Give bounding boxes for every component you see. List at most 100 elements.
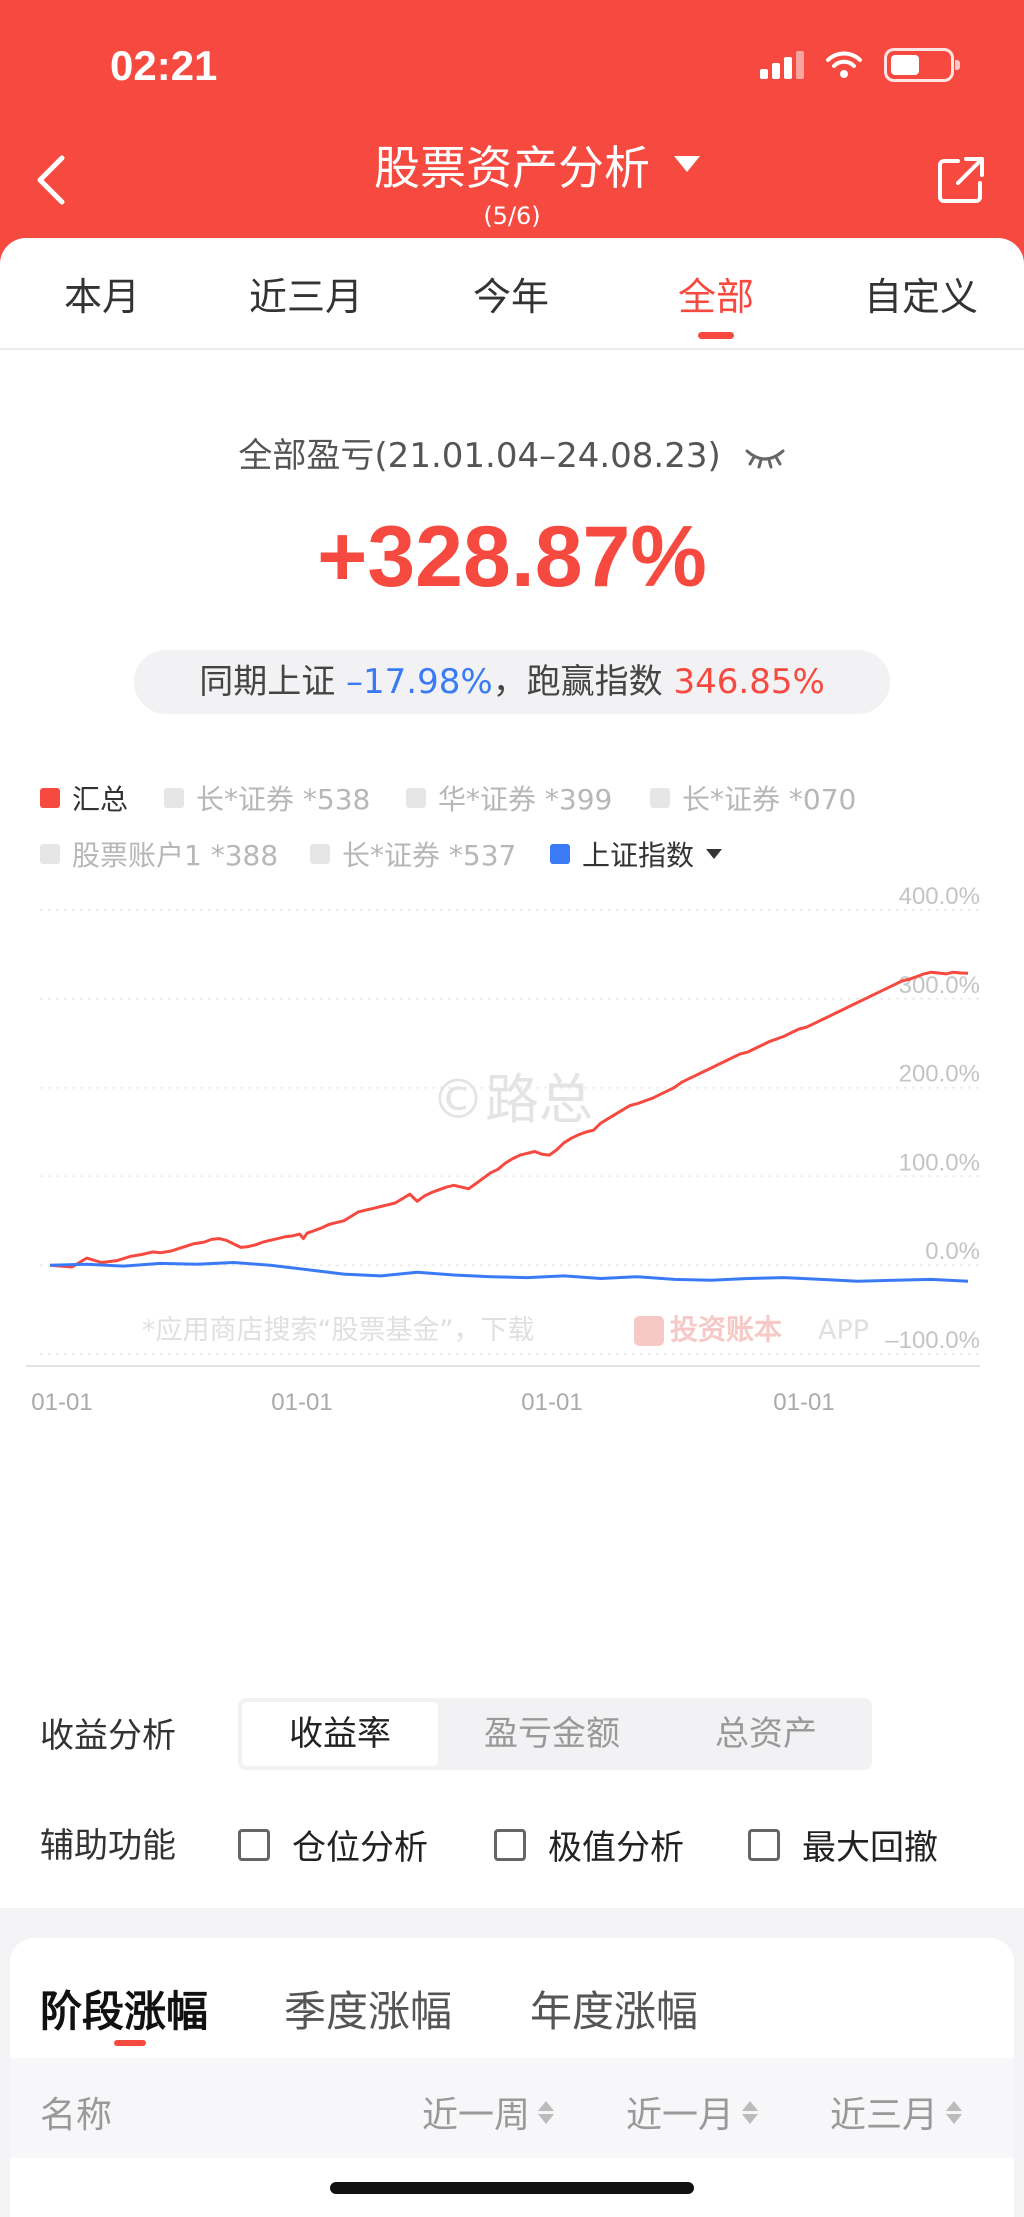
analysis-segmented-control: 收益率 盈亏金额 总资产 xyxy=(238,1698,872,1770)
active-tab-indicator xyxy=(698,332,734,339)
seg-return-rate[interactable]: 收益率 xyxy=(242,1702,438,1766)
checkbox-label: 仓位分析 xyxy=(292,1828,428,1868)
legend-label: 上证指数 xyxy=(582,839,695,872)
y-tick-label: 400.0% xyxy=(899,883,980,910)
back-icon[interactable] xyxy=(28,150,78,210)
column-name: 名称 xyxy=(40,2086,112,2138)
y-tick-label: –100.0% xyxy=(885,1327,980,1354)
hide-eye-icon[interactable] xyxy=(744,445,786,471)
tab-stage-gain[interactable]: 阶段涨幅 xyxy=(40,1987,209,2036)
analysis-label: 收益分析 xyxy=(40,1716,176,1756)
legend-swatch xyxy=(406,788,426,808)
sort-icon xyxy=(742,2100,759,2124)
tab-three-months[interactable]: 近三月 xyxy=(248,275,364,319)
seg-total-assets[interactable]: 总资产 xyxy=(715,1714,817,1754)
tab-custom[interactable]: 自定义 xyxy=(863,275,979,319)
legend-label: 华*证券 *399 xyxy=(438,783,613,816)
series-line xyxy=(49,1261,969,1283)
tab-this-month[interactable]: 本月 xyxy=(63,275,141,319)
chart-watermark: ©路总 xyxy=(431,1068,593,1131)
signal-icon xyxy=(760,51,804,79)
column-label: 名称 xyxy=(40,2095,113,2136)
y-tick-label: 0.0% xyxy=(925,1238,980,1265)
compare-prefix: 同期上证 xyxy=(199,662,336,702)
y-tick-label: 300.0% xyxy=(899,972,980,999)
period-label: 全部盈亏(21.01.04–24.08.23) xyxy=(238,436,721,476)
index-return: –17.98% xyxy=(346,662,493,702)
chart-footer-suffix: APP xyxy=(818,1315,869,1346)
extreme-analysis-checkbox[interactable]: 极值分析 xyxy=(494,1820,684,1869)
tab-this-year[interactable]: 今年 xyxy=(472,275,550,319)
x-tick-label: 01-01 xyxy=(521,1389,582,1416)
legend-item-account[interactable]: 长*证券 *538 xyxy=(164,778,370,818)
period-tabs: 本月 近三月 今年 全部 自定义 xyxy=(0,238,1024,350)
y-tick-label: 200.0% xyxy=(899,1061,980,1088)
legend-item-account[interactable]: 长*证券 *070 xyxy=(650,778,856,818)
legend-swatch xyxy=(650,788,670,808)
legend-item-total[interactable]: 汇总 xyxy=(40,778,128,818)
status-icons xyxy=(760,48,960,82)
sort-icon xyxy=(946,2100,963,2124)
position-analysis-checkbox[interactable]: 仓位分析 xyxy=(238,1820,428,1869)
total-return: +328.87% xyxy=(317,509,707,605)
legend-swatch xyxy=(310,844,330,864)
page-subtitle: (5/6) xyxy=(483,202,541,230)
chart-footer-brand: 投资账本 xyxy=(670,1313,782,1346)
battery-icon xyxy=(884,48,960,82)
legend-label: 长*证券 *538 xyxy=(196,783,371,816)
legend-swatch xyxy=(550,844,570,864)
checkbox-label: 最大回撤 xyxy=(802,1828,938,1868)
column-label: 近一周 xyxy=(422,2095,531,2136)
checkbox-label: 极值分析 xyxy=(548,1828,684,1868)
index-compare: 同期上证 –17.98%，跑赢指数 346.85% xyxy=(134,650,890,714)
tab-all[interactable]: 全部 xyxy=(677,275,755,319)
checkbox-icon xyxy=(748,1828,780,1861)
max-drawdown-checkbox[interactable]: 最大回撤 xyxy=(748,1820,938,1869)
outperform-value: 346.85% xyxy=(673,662,825,702)
title-block[interactable]: 股票资产分析 (5/6) xyxy=(0,132,1024,230)
legend-swatch xyxy=(40,788,60,808)
active-tab-indicator xyxy=(114,2040,146,2046)
x-tick-label: 01-01 xyxy=(271,1389,332,1416)
aux-label: 辅助功能 xyxy=(40,1826,176,1866)
series-line xyxy=(49,970,969,1269)
checkbox-icon xyxy=(494,1828,526,1861)
column-week[interactable]: 近一周 xyxy=(422,2086,555,2138)
tab-quarter-gain[interactable]: 季度涨幅 xyxy=(284,1987,453,2036)
x-tick-label: 01-01 xyxy=(31,1389,92,1416)
sort-icon xyxy=(538,2100,555,2124)
seg-profit-amount[interactable]: 盈亏金额 xyxy=(484,1714,620,1754)
home-indicator xyxy=(330,2182,694,2194)
column-label: 近三月 xyxy=(830,2095,939,2136)
page-title: 股票资产分析 xyxy=(374,141,650,195)
x-tick-label: 01-01 xyxy=(773,1389,834,1416)
legend-swatch xyxy=(40,844,60,864)
checkbox-icon xyxy=(238,1828,270,1861)
period-summary: 全部盈亏(21.01.04–24.08.23) xyxy=(0,428,1024,477)
period-gain-card: 阶段涨幅 季度涨幅 年度涨幅 名称 近一周 近一月 近三月 xyxy=(10,1938,1014,2217)
column-three-months[interactable]: 近三月 xyxy=(830,2086,963,2138)
legend-label: 汇总 xyxy=(72,783,129,816)
legend-label: 长*证券 *070 xyxy=(682,783,857,816)
column-label: 近一月 xyxy=(626,2095,735,2136)
chart-footer-note: *应用商店搜索“股票基金”，下载 xyxy=(142,1315,534,1346)
y-tick-label: 100.0% xyxy=(899,1149,980,1176)
legend-item-index[interactable]: 上证指数 xyxy=(550,834,723,874)
column-month[interactable]: 近一月 xyxy=(626,2086,759,2138)
wifi-icon xyxy=(826,51,862,78)
analysis-card: 本月 近三月 今年 全部 自定义 全部盈亏(21.01.04–24.08.23)… xyxy=(0,238,1024,1908)
table-header: 名称 近一周 近一月 近三月 xyxy=(10,2058,1014,2158)
legend-item-account[interactable]: 长*证券 *537 xyxy=(310,834,516,874)
status-time: 02:21 xyxy=(110,42,218,89)
legend-item-account[interactable]: 华*证券 *399 xyxy=(406,778,612,818)
legend-label: 股票账户1 *388 xyxy=(72,839,279,872)
share-icon[interactable] xyxy=(936,155,986,205)
legend-label: 长*证券 *537 xyxy=(342,839,517,872)
legend-swatch xyxy=(164,788,184,808)
compare-mid: ，跑赢指数 xyxy=(492,662,663,702)
return-chart[interactable]: 400.0% 300.0% 200.0% 100.0% 0.0% –100.0% 01-01… xyxy=(0,878,1024,1438)
app-header: 02:21 股票资产分析 (5/6) xyxy=(0,0,1024,270)
tab-year-gain[interactable]: 年度涨幅 xyxy=(530,1987,699,2036)
app-logo-icon xyxy=(634,1316,664,1346)
legend-item-account[interactable]: 股票账户1 *388 xyxy=(40,834,278,874)
